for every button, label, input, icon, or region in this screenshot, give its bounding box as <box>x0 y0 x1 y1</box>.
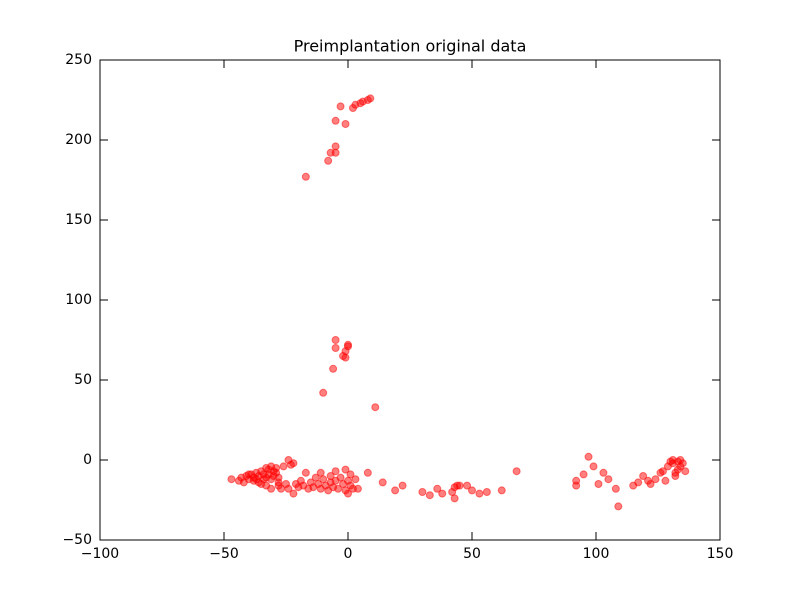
y-tick-label: 150 <box>65 212 92 228</box>
point <box>289 489 298 498</box>
point <box>418 488 427 496</box>
point <box>378 478 387 487</box>
y-tick-label: −50 <box>62 532 92 548</box>
point <box>678 459 687 468</box>
point <box>366 94 375 103</box>
point <box>346 470 355 479</box>
point <box>433 484 442 493</box>
point <box>646 480 655 488</box>
point <box>319 388 328 397</box>
x-tick-label: 50 <box>463 546 481 562</box>
point <box>668 456 677 464</box>
y-tick-label: 100 <box>65 292 92 308</box>
point <box>425 491 434 500</box>
point <box>455 481 464 490</box>
x-tick-label: 0 <box>344 546 353 562</box>
point <box>634 478 643 487</box>
point <box>673 465 682 474</box>
point <box>661 476 670 485</box>
point <box>344 340 352 349</box>
point <box>604 475 613 484</box>
y-tick-label: 200 <box>65 132 92 148</box>
point <box>301 468 310 477</box>
point <box>482 488 491 496</box>
plot-frame <box>99 59 721 541</box>
point <box>277 484 286 493</box>
point <box>614 502 623 511</box>
point <box>599 468 608 477</box>
point <box>584 452 593 461</box>
point <box>651 475 660 484</box>
y-tick-label: 0 <box>83 452 92 468</box>
point <box>341 120 350 128</box>
point <box>594 480 603 488</box>
x-tick-label: −50 <box>209 546 239 562</box>
point <box>663 462 672 471</box>
point <box>363 468 372 477</box>
point <box>331 336 340 344</box>
point <box>398 481 407 490</box>
point <box>334 484 343 493</box>
x-tick-label: −100 <box>81 546 119 562</box>
point <box>336 102 345 111</box>
point <box>611 484 620 493</box>
point <box>512 467 521 476</box>
point <box>572 476 581 485</box>
point <box>658 467 667 476</box>
point <box>252 475 261 484</box>
point <box>391 486 400 495</box>
point <box>244 470 253 479</box>
chart-title: Preimplantation original data <box>294 37 527 56</box>
x-tick-label: 150 <box>707 546 734 562</box>
point <box>579 470 588 479</box>
point <box>589 462 598 471</box>
point <box>331 116 340 125</box>
point <box>475 489 484 498</box>
point <box>301 172 310 181</box>
point <box>257 480 266 488</box>
point <box>681 467 690 476</box>
point <box>468 486 476 495</box>
y-tick-label: 50 <box>74 372 92 388</box>
point <box>279 462 288 471</box>
x-tick-label: 100 <box>583 546 610 562</box>
point <box>341 465 350 474</box>
point <box>353 484 362 493</box>
point <box>331 344 340 352</box>
point <box>331 467 340 476</box>
point <box>331 142 340 151</box>
point <box>450 494 459 503</box>
point <box>463 481 472 490</box>
point <box>344 489 352 498</box>
point <box>497 486 506 495</box>
point <box>227 475 236 484</box>
point <box>351 475 360 484</box>
point <box>371 403 380 412</box>
point <box>438 489 447 498</box>
point <box>289 459 298 468</box>
point <box>639 472 648 480</box>
point <box>324 156 333 165</box>
y-tick-label: 250 <box>65 52 92 68</box>
point <box>329 364 338 373</box>
